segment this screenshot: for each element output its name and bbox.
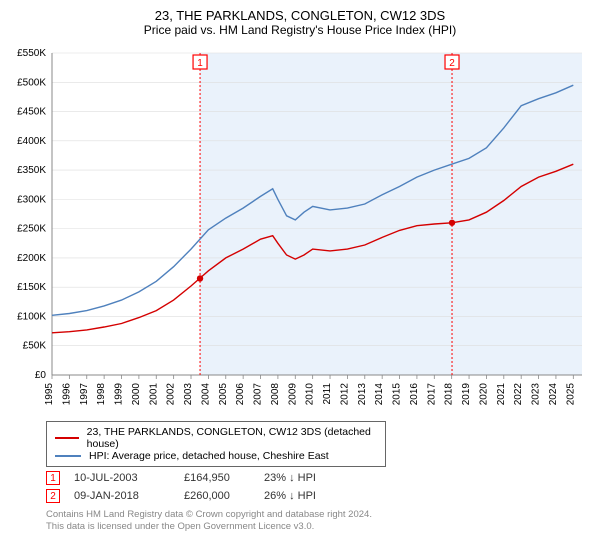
sale-diff: 26% ↓ HPI [264, 490, 354, 502]
legend-label: HPI: Average price, detached house, Ches… [89, 450, 329, 462]
svg-text:1996: 1996 [61, 383, 72, 406]
sale-row: 2 09-JAN-2018£260,00026% ↓ HPI [46, 489, 590, 503]
chart-subtitle: Price paid vs. HM Land Registry's House … [10, 23, 590, 37]
svg-text:2016: 2016 [409, 383, 420, 406]
svg-text:2008: 2008 [270, 383, 281, 406]
svg-text:2004: 2004 [200, 383, 211, 406]
attribution-line2: This data is licensed under the Open Gov… [46, 521, 590, 533]
svg-text:2010: 2010 [305, 383, 316, 406]
svg-text:1998: 1998 [96, 383, 107, 406]
svg-text:2009: 2009 [287, 383, 298, 406]
legend-item: 23, THE PARKLANDS, CONGLETON, CW12 3DS (… [55, 426, 377, 450]
svg-text:£550K: £550K [17, 48, 46, 59]
svg-text:2011: 2011 [322, 383, 333, 405]
svg-text:2022: 2022 [513, 383, 524, 406]
svg-text:£450K: £450K [17, 107, 46, 118]
svg-text:2017: 2017 [426, 383, 437, 406]
svg-text:2005: 2005 [218, 383, 229, 406]
attribution-line1: Contains HM Land Registry data © Crown c… [46, 509, 590, 521]
svg-text:2000: 2000 [131, 383, 142, 406]
sale-date: 10-JUL-2003 [74, 472, 184, 484]
sale-date: 09-JAN-2018 [74, 490, 184, 502]
svg-text:2023: 2023 [531, 383, 542, 406]
svg-text:1: 1 [197, 58, 203, 69]
legend-swatch [55, 437, 79, 439]
svg-text:£50K: £50K [23, 341, 47, 352]
sale-price: £164,950 [184, 472, 264, 484]
svg-text:2020: 2020 [478, 383, 489, 406]
sale-row: 1 10-JUL-2003£164,95023% ↓ HPI [46, 471, 590, 485]
svg-text:£150K: £150K [17, 282, 46, 293]
sales-table: 1 10-JUL-2003£164,95023% ↓ HPI 2 09-JAN-201… [46, 471, 590, 503]
svg-text:1995: 1995 [44, 383, 55, 406]
svg-text:2025: 2025 [565, 383, 576, 406]
svg-text:£250K: £250K [17, 224, 46, 235]
svg-text:2014: 2014 [374, 383, 385, 406]
legend-label: 23, THE PARKLANDS, CONGLETON, CW12 3DS (… [87, 426, 377, 450]
chart-area: £0 £50K £100K £150K £200K £250K £300K £350K £400… [10, 45, 590, 415]
svg-text:2021: 2021 [496, 383, 507, 406]
svg-text:£100K: £100K [17, 311, 46, 322]
svg-text:2024: 2024 [548, 383, 559, 406]
attribution: Contains HM Land Registry data © Crown c… [46, 509, 590, 534]
svg-text:1997: 1997 [79, 383, 90, 406]
sale-diff: 23% ↓ HPI [264, 472, 354, 484]
sale-price: £260,000 [184, 490, 264, 502]
svg-text:2015: 2015 [392, 383, 403, 406]
svg-text:2001: 2001 [148, 383, 159, 406]
svg-text:£350K: £350K [17, 165, 46, 176]
svg-text:£500K: £500K [17, 77, 46, 88]
legend-item: HPI: Average price, detached house, Ches… [55, 450, 377, 462]
svg-text:£0: £0 [35, 370, 47, 381]
chart-title: 23, THE PARKLANDS, CONGLETON, CW12 3DS [10, 8, 590, 23]
svg-text:£200K: £200K [17, 253, 46, 264]
svg-text:2018: 2018 [444, 383, 455, 406]
svg-text:2007: 2007 [253, 383, 264, 406]
svg-text:2: 2 [449, 58, 455, 69]
svg-text:2002: 2002 [166, 383, 177, 406]
svg-text:2019: 2019 [461, 383, 472, 406]
legend-swatch [55, 455, 81, 457]
svg-text:2013: 2013 [357, 383, 368, 406]
svg-text:£400K: £400K [17, 136, 46, 147]
svg-text:2003: 2003 [183, 383, 194, 406]
chart-svg: £0 £50K £100K £150K £200K £250K £300K £350K £400… [10, 45, 590, 415]
svg-text:2006: 2006 [235, 383, 246, 406]
svg-text:£300K: £300K [17, 194, 46, 205]
sale-marker: 1 [46, 471, 60, 485]
svg-text:1999: 1999 [114, 383, 125, 406]
sale-marker: 2 [46, 489, 60, 503]
legend: 23, THE PARKLANDS, CONGLETON, CW12 3DS (… [46, 421, 386, 467]
svg-text:2012: 2012 [339, 383, 350, 406]
